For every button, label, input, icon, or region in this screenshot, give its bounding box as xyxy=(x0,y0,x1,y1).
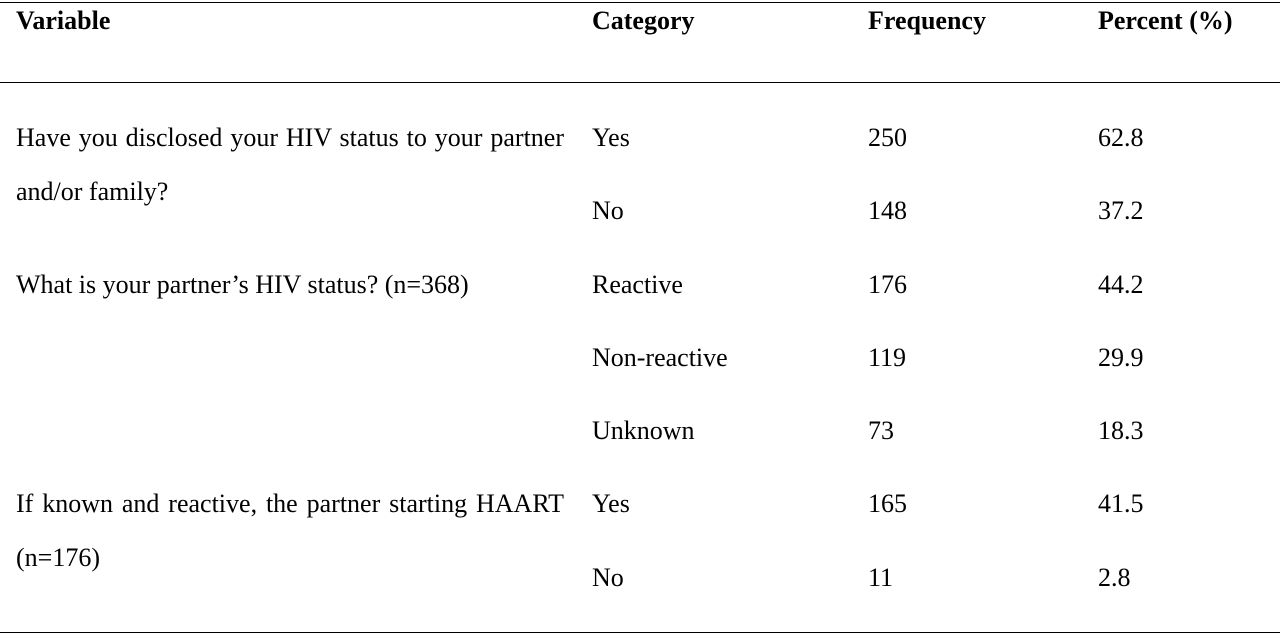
percent-cell: 18.3 xyxy=(1098,416,1144,445)
frequency-cell: 176 xyxy=(868,270,907,299)
table-top-rule xyxy=(0,2,1280,3)
frequency-cell: 165 xyxy=(868,489,907,518)
header-percent: Percent (%) xyxy=(1098,6,1233,35)
category-cell: Reactive xyxy=(592,270,683,299)
category-cell: Yes xyxy=(592,123,630,152)
frequency-cell: 250 xyxy=(868,123,907,152)
variable-disclosure: Have you disclosed your HIV status to yo… xyxy=(16,123,564,206)
category-cell: No xyxy=(592,196,624,225)
category-cell: Unknown xyxy=(592,416,695,445)
percent-cell: 44.2 xyxy=(1098,270,1144,299)
variable-partner-status: What is your partner’s HIV status? (n=36… xyxy=(16,270,469,299)
header-category: Category xyxy=(592,6,695,35)
table-bottom-rule xyxy=(0,632,1280,633)
header-frequency: Frequency xyxy=(868,6,986,35)
percent-cell: 37.2 xyxy=(1098,196,1144,225)
header-variable: Variable xyxy=(16,6,111,35)
frequency-cell: 148 xyxy=(868,196,907,225)
percent-cell: 2.8 xyxy=(1098,563,1131,592)
category-cell: No xyxy=(592,563,624,592)
frequency-cell: 73 xyxy=(868,416,894,445)
variable-partner-haart: If known and reactive, the partner start… xyxy=(16,489,564,572)
table-header-rule xyxy=(0,82,1280,83)
category-cell: Yes xyxy=(592,489,630,518)
percent-cell: 62.8 xyxy=(1098,123,1144,152)
frequency-cell: 11 xyxy=(868,563,894,592)
percent-cell: 29.9 xyxy=(1098,343,1144,372)
frequency-cell: 119 xyxy=(868,343,907,372)
category-cell: Non-reactive xyxy=(592,343,728,372)
percent-cell: 41.5 xyxy=(1098,489,1144,518)
